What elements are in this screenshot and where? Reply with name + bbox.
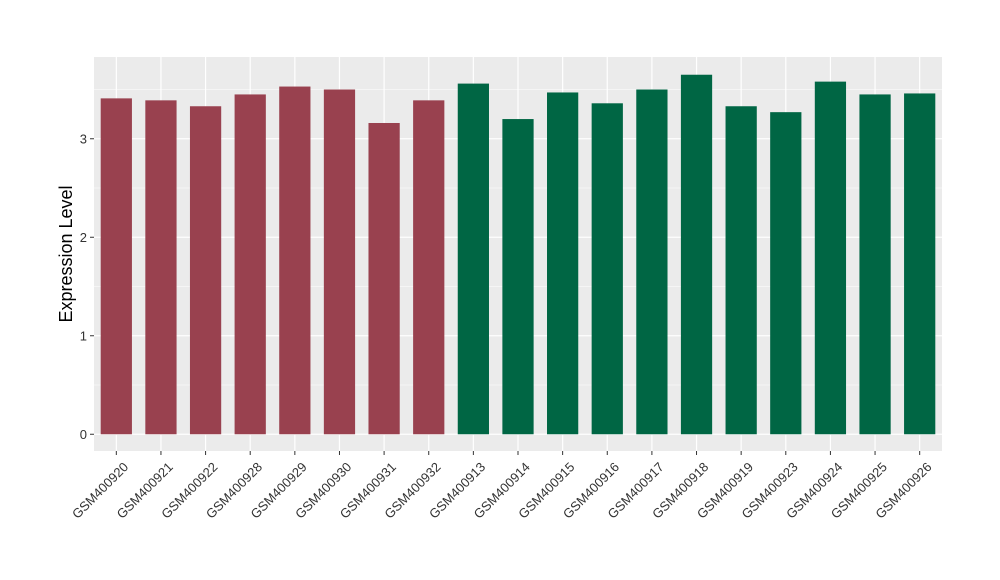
y-tick-label: 3 — [80, 131, 87, 146]
bar-GSM400930 — [323, 89, 356, 435]
y-tick-label: 2 — [80, 230, 87, 245]
y-tick-label: 1 — [80, 328, 87, 343]
bar-GSM400923 — [770, 112, 802, 435]
bar-GSM400919 — [725, 106, 757, 435]
y-axis: 0 1 2 3 — [80, 131, 94, 442]
bar-GSM400925 — [859, 94, 891, 435]
bar-GSM400915 — [547, 92, 579, 435]
bar-GSM400920 — [100, 98, 132, 435]
bar-GSM400914 — [502, 119, 534, 435]
bar-GSM400932 — [413, 100, 445, 435]
bar-GSM400926 — [904, 93, 936, 435]
bar-GSM400922 — [189, 106, 222, 435]
bar-GSM400929 — [279, 86, 311, 435]
bars — [100, 74, 936, 435]
x-axis: GSM400920GSM400921GSM400922GSM400928GSM4… — [69, 451, 935, 522]
bar-GSM400917 — [636, 89, 668, 435]
bar-GSM400913 — [457, 83, 489, 435]
y-tick-label: 0 — [80, 427, 87, 442]
bar-GSM400924 — [814, 81, 847, 435]
bar-GSM400928 — [234, 94, 266, 435]
bar-GSM400931 — [368, 122, 400, 435]
bar-GSM400921 — [145, 100, 177, 435]
y-axis-title: Expression Level — [56, 185, 76, 322]
bar-GSM400918 — [680, 74, 713, 435]
bar-GSM400916 — [591, 103, 623, 435]
